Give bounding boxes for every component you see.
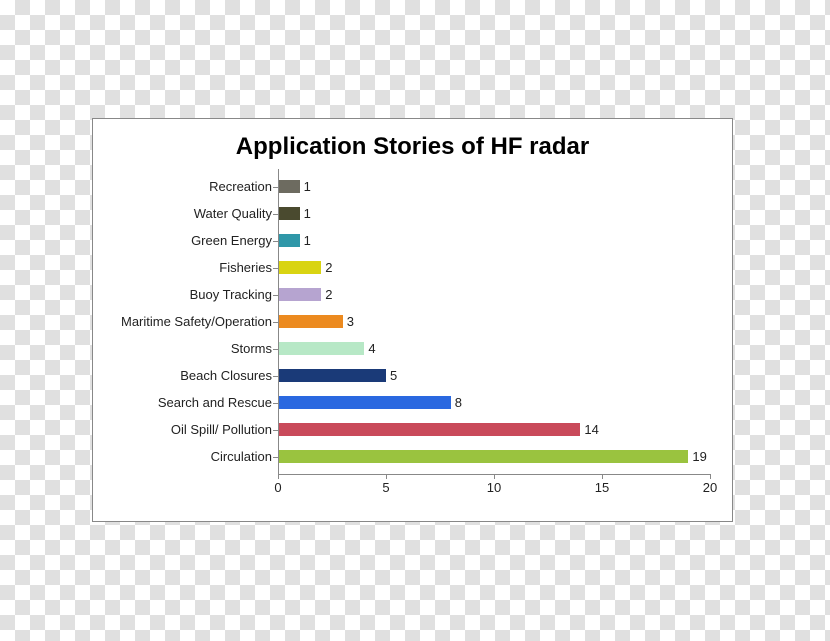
chart-container: Application Stories of HF radar Recreati…: [92, 118, 733, 522]
category-label: Buoy Tracking: [93, 287, 278, 302]
plot-area: Recreation 1 Water Quality 1 Green Energy 1 Fi…: [93, 169, 732, 515]
bar-row: Green Energy 1: [93, 227, 732, 254]
bar-row: Recreation 1: [93, 173, 732, 200]
x-tick-label: 0: [274, 480, 281, 495]
x-tick-mark: [710, 474, 711, 479]
bar-value-label: 2: [321, 260, 332, 275]
bar-track: 14: [278, 416, 732, 443]
bar-value-label: 8: [451, 395, 462, 410]
category-label: Fisheries: [93, 260, 278, 275]
category-label: Maritime Safety/Operation: [93, 314, 278, 329]
bar: [278, 234, 300, 247]
bar-track: 2: [278, 281, 732, 308]
bar-value-label: 5: [386, 368, 397, 383]
y-axis-line: [278, 169, 279, 474]
bar-row: Beach Closures 5: [93, 362, 732, 389]
bar-track: 1: [278, 173, 732, 200]
bar-track: 8: [278, 389, 732, 416]
category-label: Beach Closures: [93, 368, 278, 383]
bar-track: 4: [278, 335, 732, 362]
bar-value-label: 14: [580, 422, 598, 437]
bar: [278, 423, 580, 436]
bar-row: Circulation 19: [93, 443, 732, 470]
bar-track: 5: [278, 362, 732, 389]
bar-value-label: 1: [300, 206, 311, 221]
bar: [278, 180, 300, 193]
category-label: Storms: [93, 341, 278, 356]
bar-row: Search and Rescue 8: [93, 389, 732, 416]
category-label: Recreation: [93, 179, 278, 194]
category-label: Water Quality: [93, 206, 278, 221]
bar-value-label: 1: [300, 179, 311, 194]
bar-value-label: 2: [321, 287, 332, 302]
x-tick-label: 5: [382, 480, 389, 495]
bar-value-label: 4: [364, 341, 375, 356]
x-tick-label: 10: [487, 480, 501, 495]
category-label: Search and Rescue: [93, 395, 278, 410]
bar-row: Storms 4: [93, 335, 732, 362]
x-tick-mark: [278, 474, 279, 479]
bar-row: Water Quality 1: [93, 200, 732, 227]
bar-row: Maritime Safety/Operation 3: [93, 308, 732, 335]
bar-row: Buoy Tracking 2: [93, 281, 732, 308]
x-tick-label: 20: [703, 480, 717, 495]
bar-value-label: 1: [300, 233, 311, 248]
bar-track: 19: [278, 443, 732, 470]
bar-track: 2: [278, 254, 732, 281]
x-tick-mark: [494, 474, 495, 479]
bar-value-label: 3: [343, 314, 354, 329]
x-tick-mark: [386, 474, 387, 479]
bar: [278, 315, 343, 328]
bar: [278, 396, 451, 409]
bar: [278, 369, 386, 382]
x-tick-label: 15: [595, 480, 609, 495]
bar: [278, 207, 300, 220]
bar-track: 1: [278, 227, 732, 254]
chart-title: Application Stories of HF radar: [93, 119, 732, 169]
bar-track: 3: [278, 308, 732, 335]
bar-value-label: 19: [688, 449, 706, 464]
bar: [278, 450, 688, 463]
bar-row: Fisheries 2: [93, 254, 732, 281]
bar: [278, 261, 321, 274]
bar-track: 1: [278, 200, 732, 227]
bar: [278, 288, 321, 301]
category-label: Oil Spill/ Pollution: [93, 422, 278, 437]
category-label: Circulation: [93, 449, 278, 464]
bar: [278, 342, 364, 355]
x-tick-mark: [602, 474, 603, 479]
category-label: Green Energy: [93, 233, 278, 248]
bar-row: Oil Spill/ Pollution 14: [93, 416, 732, 443]
